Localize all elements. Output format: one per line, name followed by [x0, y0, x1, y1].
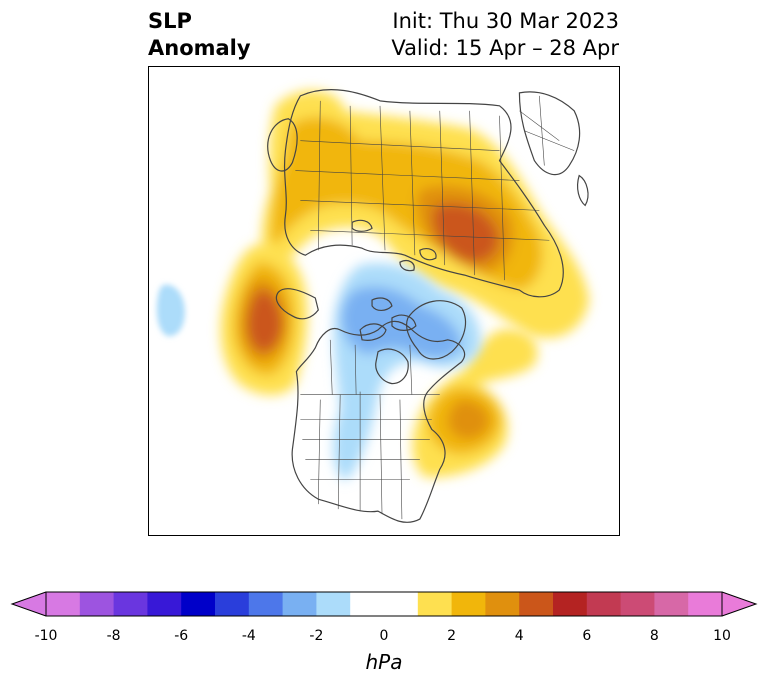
colorbar-bin-14: [553, 592, 588, 616]
title-variable: SLP: [148, 9, 192, 33]
map-panel: [148, 66, 620, 536]
colorbar-outline: [45, 591, 723, 617]
colorbar: [10, 591, 758, 617]
colorbar-bin-10: [417, 592, 453, 616]
colorbar-bin-4: [181, 592, 216, 616]
colorbar-extend-low: [12, 592, 46, 616]
colorbar-bin-9: [350, 592, 419, 616]
colorbar-bin-16: [620, 592, 655, 616]
valid-range: Valid: 15 Apr – 28 Apr: [391, 36, 619, 60]
colorbar-bin-1: [79, 592, 115, 616]
political-borders: [295, 95, 575, 520]
colorbar-bin-18: [688, 592, 723, 616]
colorbar-bin-13: [519, 592, 554, 616]
positive-anomaly-pacific: [220, 244, 308, 396]
negative-anomaly-pacific-west: [156, 284, 185, 337]
colorbar-bin-15: [586, 592, 622, 616]
colorbar-tick-label: -4: [241, 628, 256, 644]
colorbar-bin-11: [451, 592, 486, 616]
colorbar-tick-label: 10: [713, 628, 731, 644]
colorbar-bin-12: [485, 592, 520, 616]
colorbar-bin-6: [248, 592, 284, 616]
colorbar-units: hPa: [365, 650, 403, 674]
colorbar-tick-label: 6: [582, 628, 592, 644]
anomaly-map: [149, 67, 619, 535]
positive-anomaly-eurasia: [261, 90, 590, 338]
colorbar-bin-7: [282, 592, 317, 616]
colorbar-tick-label: -6: [174, 628, 189, 644]
colorbar-bin-5: [215, 592, 250, 616]
coastlines: [267, 89, 589, 523]
positive-anomaly-atlantic: [412, 329, 538, 478]
colorbar-extend-high: [722, 592, 756, 616]
colorbar-bin-3: [147, 592, 182, 616]
colorbar-bin-8: [316, 592, 351, 616]
colorbar-tick-label: 8: [649, 628, 659, 644]
title-type: Anomaly: [148, 36, 251, 60]
colorbar-tick-label: 4: [514, 628, 524, 644]
colorbar-tick-label: 0: [379, 628, 389, 644]
colorbar-bins: [46, 592, 723, 616]
colorbar-bin-2: [113, 592, 148, 616]
title-right: Init: Thu 30 Mar 2023 Valid: 15 Apr – 28…: [391, 8, 619, 62]
colorbar-tick-label: -10: [34, 628, 58, 644]
colorbar-tick-label: 2: [447, 628, 457, 644]
colorbar-tick-label: -8: [106, 628, 121, 644]
colorbar-bin-0: [46, 592, 81, 616]
title-left: SLP Anomaly: [148, 8, 251, 62]
colorbar-bin-17: [654, 592, 689, 616]
colorbar-tick-label: -2: [309, 628, 324, 644]
init-date: Init: Thu 30 Mar 2023: [392, 9, 619, 33]
